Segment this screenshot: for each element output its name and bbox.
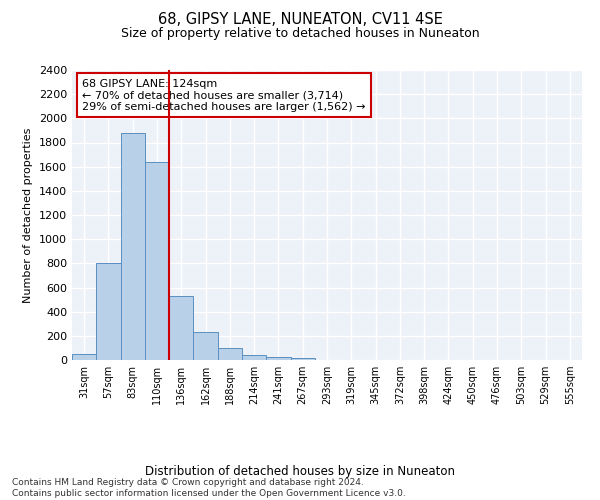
Text: Size of property relative to detached houses in Nuneaton: Size of property relative to detached ho… [121,28,479,40]
Bar [218,348,242,360]
Bar [193,332,218,360]
Bar [121,133,145,360]
Text: Contains HM Land Registry data © Crown copyright and database right 2024.
Contai: Contains HM Land Registry data © Crown c… [12,478,406,498]
Bar [266,357,290,360]
Text: 68, GIPSY LANE, NUNEATON, CV11 4SE: 68, GIPSY LANE, NUNEATON, CV11 4SE [158,12,442,28]
Text: 68 GIPSY LANE: 124sqm
← 70% of detached houses are smaller (3,714)
29% of semi-d: 68 GIPSY LANE: 124sqm ← 70% of detached … [82,78,366,112]
Bar [145,162,169,360]
Bar [96,264,121,360]
Text: Distribution of detached houses by size in Nuneaton: Distribution of detached houses by size … [145,464,455,477]
Bar [72,354,96,360]
Y-axis label: Number of detached properties: Number of detached properties [23,128,34,302]
Bar [290,358,315,360]
Bar [169,296,193,360]
Bar [242,354,266,360]
